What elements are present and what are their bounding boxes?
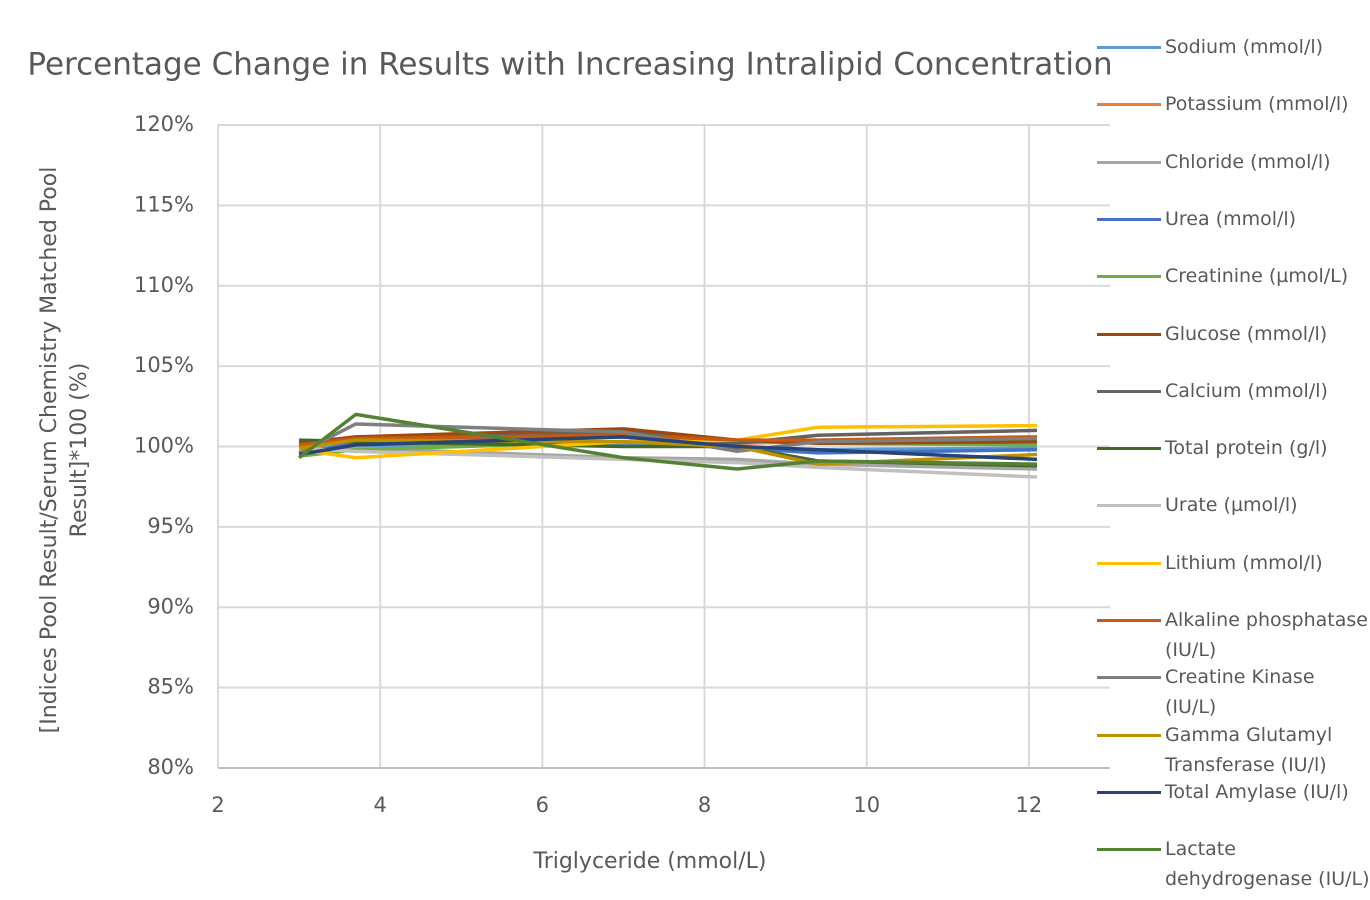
legend-label: Urea (mmol/l) <box>1165 207 1297 230</box>
y-tick-label: 105% <box>134 353 194 377</box>
legend-item: Calcium (mmol/l) <box>1097 376 1370 436</box>
series-line <box>299 446 1038 471</box>
legend-swatch <box>1097 332 1161 336</box>
legend-item: Sodium (mmol/l) <box>1097 32 1370 92</box>
x-tick-label: 2 <box>211 793 224 817</box>
y-axis-label: [Indices Pool Result/Serum Chemistry Mat… <box>37 166 92 734</box>
legend-label: Total protein (g/l) <box>1165 437 1328 460</box>
legend-label: Lithium (mmol/l) <box>1165 551 1323 574</box>
legend-label: Total Amylase (IU/l) <box>1165 780 1349 803</box>
y-tick-label: 110% <box>134 273 194 297</box>
legend-label: Lactate dehydrogenase (IU/L) <box>1165 838 1370 891</box>
legend-label: Sodium (mmol/l) <box>1165 36 1324 58</box>
legend-item: Total Amylase (IU/l) <box>1097 777 1370 837</box>
series-line <box>298 412 1038 471</box>
legend-item: Total protein (g/l) <box>1097 433 1370 493</box>
x-tick-label: 10 <box>853 793 880 817</box>
legend-swatch <box>1097 160 1161 164</box>
x-tick-label: 6 <box>536 793 549 817</box>
legend-swatch <box>1097 103 1161 107</box>
y-tick-label: 80% <box>147 755 194 779</box>
legend-swatch <box>1097 275 1161 279</box>
y-tick-label: 90% <box>147 594 194 618</box>
legend-label: Calcium (mmol/l) <box>1165 379 1328 402</box>
legend-label: Alkaline phosphatase (IU/L) <box>1165 609 1368 661</box>
y-tick-label: 85% <box>147 675 194 699</box>
x-axis-label: Triglyceride (mmol/L) <box>532 849 766 874</box>
x-tick-label: 8 <box>698 793 711 817</box>
legend-swatch <box>1097 447 1161 451</box>
legend-swatch <box>1097 676 1161 680</box>
legend-swatch <box>1097 389 1161 393</box>
legend-item: Creatine Kinase (IU/L) <box>1097 662 1370 722</box>
legend-item: Alkaline phosphatase (IU/L) <box>1097 605 1370 665</box>
legend-swatch <box>1097 504 1161 508</box>
legend-item: Lactate dehydrogenase (IU/L) <box>1097 834 1370 894</box>
legend-label: Potassium (mmol/l) <box>1165 93 1349 116</box>
legend-swatch <box>1097 848 1161 852</box>
legend-label: Creatinine (µmol/L) <box>1165 265 1349 288</box>
legend-item: Urate (µmol/l) <box>1097 490 1370 550</box>
y-tick-label: 120% <box>134 112 194 136</box>
x-tick-label: 4 <box>373 793 386 817</box>
x-tick-label: 12 <box>1016 793 1043 817</box>
legend-swatch <box>1097 561 1161 565</box>
series-line <box>298 446 1038 479</box>
series-line <box>298 435 1038 462</box>
legend-item: Glucose (mmol/l) <box>1097 319 1370 379</box>
legend-item: Urea (mmol/l) <box>1097 204 1370 264</box>
legend-swatch <box>1097 733 1161 737</box>
legend-item: Chloride (mmol/l) <box>1097 147 1370 207</box>
legend-item: Potassium (mmol/l) <box>1097 89 1370 149</box>
legend-label: Creatine Kinase (IU/L) <box>1165 666 1315 719</box>
legend-item: Creatinine (µmol/L) <box>1097 261 1370 321</box>
legend-swatch <box>1097 619 1161 622</box>
legend-item: Lithium (mmol/l) <box>1097 548 1370 608</box>
legend-swatch <box>1097 790 1161 794</box>
legend-item: Gamma Glutamyl Transferase (IU/l) <box>1097 720 1370 780</box>
y-tick-label: 100% <box>134 434 194 458</box>
legend-label: Chloride (mmol/l) <box>1165 150 1331 173</box>
legend-swatch <box>1097 46 1161 49</box>
legend-label: Urate (µmol/l) <box>1165 494 1298 517</box>
legend-label: Glucose (mmol/l) <box>1165 322 1328 345</box>
legend-swatch <box>1097 217 1161 221</box>
y-tick-label: 95% <box>147 514 194 538</box>
legend-label: Gamma Glutamyl Transferase (IU/l) <box>1165 723 1333 776</box>
y-tick-label: 115% <box>134 192 194 216</box>
chart-title: Percentage Change in Results with Increa… <box>27 47 1112 83</box>
